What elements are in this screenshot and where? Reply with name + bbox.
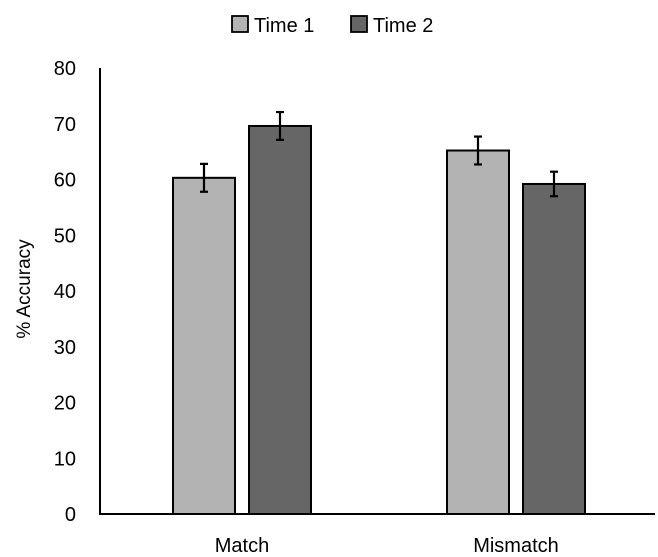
y-tick-label: 0 <box>65 504 76 526</box>
y-tick-label: 70 <box>54 114 76 136</box>
y-tick-label: 60 <box>54 170 76 192</box>
bar-time-1-match <box>172 176 236 515</box>
x-category-label: Mismatch <box>473 535 559 557</box>
error-bar <box>276 110 284 142</box>
legend: Time 1 Time 2 <box>231 15 433 37</box>
bars <box>172 110 586 516</box>
bar-time-1-mismatch <box>446 149 510 515</box>
legend-swatch <box>350 15 368 33</box>
y-tick-label: 20 <box>54 393 76 415</box>
x-axis-labels: Match Mismatch <box>215 535 559 557</box>
y-tick-label: 10 <box>54 448 76 470</box>
y-tick-label: 80 <box>54 58 76 80</box>
legend-item: Time 1 <box>231 15 314 37</box>
error-bar <box>550 170 558 198</box>
error-bar <box>474 135 482 166</box>
y-tick-label: 40 <box>54 281 76 303</box>
y-tick-label: 30 <box>54 337 76 359</box>
legend-item: Time 2 <box>350 15 433 37</box>
bar-time-2-mismatch <box>522 182 586 516</box>
x-category-label: Match <box>215 535 269 557</box>
legend-label: Time 1 <box>254 15 314 37</box>
bar-time-2-match <box>248 124 312 515</box>
y-tick-label: 50 <box>54 225 76 247</box>
error-bar <box>200 162 208 193</box>
legend-swatch <box>231 15 249 33</box>
y-axis-ticks: 0 10 20 30 40 50 60 70 80 <box>54 58 76 526</box>
y-axis-title: % Accuracy <box>14 239 35 339</box>
legend-label: Time 2 <box>373 15 433 37</box>
